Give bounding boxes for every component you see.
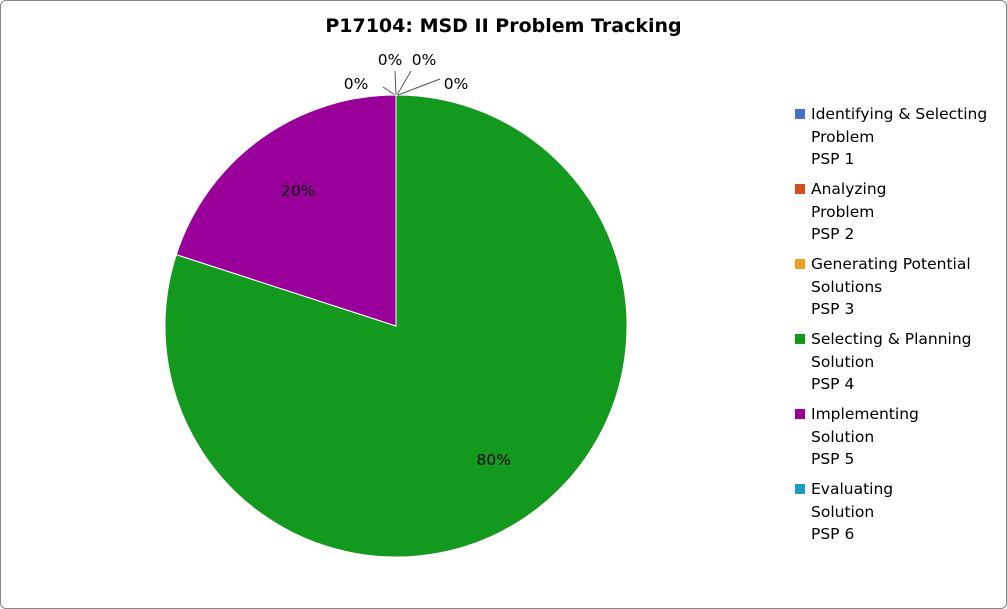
legend-item-4: Selecting & Planning Solution PSP 4 [793,328,993,403]
legend-label-line: Identifying & Selecting [811,105,988,123]
legend-label-line: Solution [811,352,875,371]
data-label-2: 0% [378,51,403,69]
pie-slice-5 [175,94,397,327]
legend-label-line: Evaluating [811,480,894,498]
data-label-6: 0% [444,75,469,93]
legend-label-line: Solutions [811,277,883,296]
legend-swatch-6 [795,484,805,494]
legend-label-line: PSP 2 [811,225,855,243]
data-label-5: 20% [281,182,315,200]
data-label-4: 80% [477,451,511,469]
legend-label-line: Analyzing [811,180,887,198]
legend-item-1: Identifying & Selecting Problem PSP 1 [793,103,993,178]
chart-title: P17104: MSD II Problem Tracking [325,15,682,37]
legend-label-line: Generating Potential [811,255,971,273]
legend: Identifying & Selecting Problem PSP 1 Analy… [793,103,993,553]
data-label-1: 0% [344,75,369,93]
legend-swatch-3 [795,259,805,269]
legend-label-line: Problem [811,202,875,221]
data-label-3: 0% [412,51,437,69]
legend-label-line: Problem [811,127,875,146]
legend-item-2: Analyzing Problem PSP 2 [793,178,993,253]
legend-item-6: Evaluating Solution PSP 6 [793,478,993,553]
legend-label-line: Solution [811,502,875,521]
leader-line-6 [397,78,441,96]
legend-label-line: PSP 4 [811,375,855,393]
legend-label-line: PSP 1 [811,150,855,168]
legend-label-line: Selecting & Planning [811,330,972,348]
legend-swatch-4 [795,334,805,344]
legend-item-3: Generating Potential Solutions PSP 3 [793,253,993,328]
legend-swatch-1 [795,109,805,119]
legend-swatch-5 [795,409,805,419]
legend-label-line: Solution [811,427,875,446]
leader-line-2 [394,70,397,96]
legend-label-line: PSP 6 [811,525,855,543]
legend-label-line: PSP 5 [811,450,855,468]
legend-swatch-2 [795,184,805,194]
legend-label-line: Implementing [811,405,919,423]
legend-label-line: PSP 3 [811,300,855,318]
legend-item-5: Implementing Solution PSP 5 [793,403,993,478]
leader-line-3 [396,70,412,96]
leader-line-1 [382,86,396,96]
